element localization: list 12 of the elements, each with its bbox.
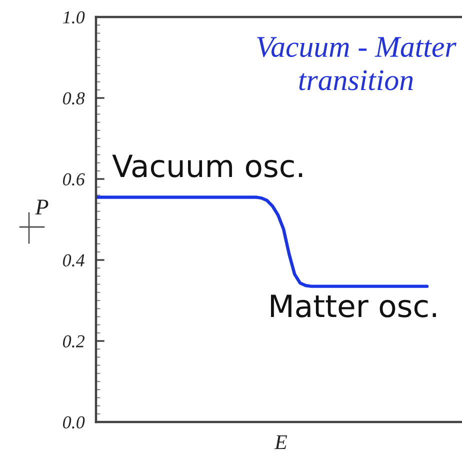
y-tick-label: 0.6	[63, 173, 85, 186]
y-axis-title: P	[35, 200, 48, 214]
y-tick-label: 0.2	[63, 335, 84, 348]
y-tick-label: 0.4	[63, 254, 84, 267]
y-tick-label: 0.8	[63, 92, 85, 105]
annotation: Matter osc.	[271, 294, 436, 318]
y-tick-label: 1.0	[62, 11, 85, 24]
x-axis-title: E	[274, 435, 288, 450]
y-tick-label: 0.0	[63, 416, 85, 429]
line-series	[96, 196, 429, 288]
annotation: Vacuum - Matter transition	[257, 37, 456, 90]
annotation: Vacuum osc.	[112, 154, 302, 178]
